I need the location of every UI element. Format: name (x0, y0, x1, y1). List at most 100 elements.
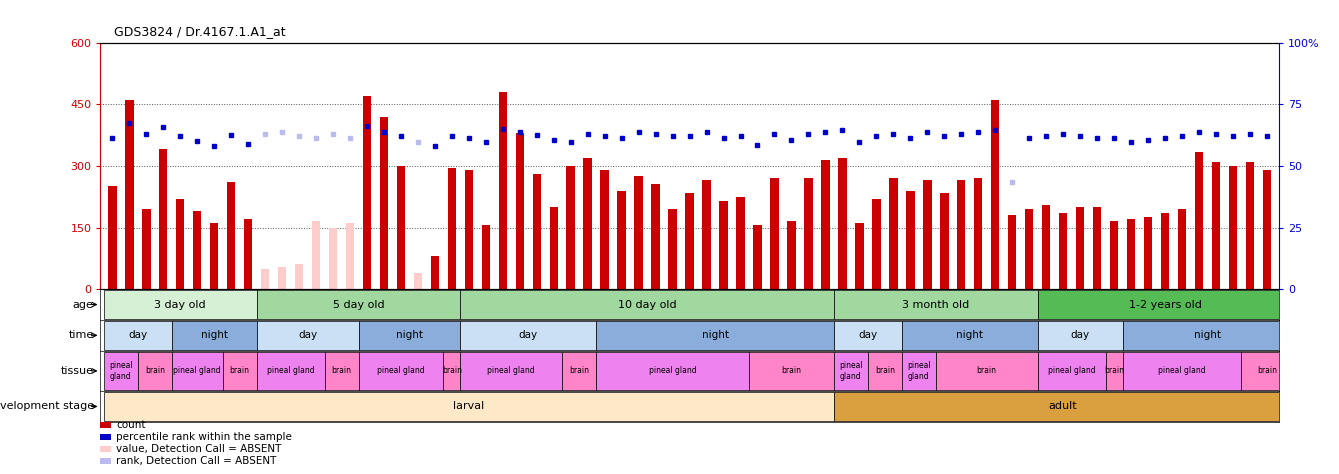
Bar (447, 168, 457, 289)
Bar (902, 320, 1038, 350)
Text: GDS3824 / Dr.4167.1.A1_at: GDS3824 / Dr.4167.1.A1_at (114, 25, 285, 38)
Bar (396, 166, 406, 289)
Text: adult: adult (1048, 401, 1078, 411)
Bar (104, 290, 257, 319)
Bar (210, 223, 218, 289)
Bar (736, 197, 744, 289)
Text: brain: brain (976, 366, 996, 375)
Bar (244, 219, 252, 289)
Text: day: day (1071, 330, 1090, 340)
Bar (821, 160, 830, 289)
Bar (482, 226, 490, 289)
Bar (431, 256, 439, 289)
Bar (138, 352, 171, 390)
Bar (668, 209, 676, 289)
Bar (465, 170, 473, 289)
Bar (1038, 352, 1106, 390)
Bar (175, 199, 185, 289)
Bar (838, 158, 846, 289)
Bar (359, 320, 461, 350)
Bar (108, 186, 116, 289)
Bar (651, 184, 660, 289)
Bar (923, 180, 932, 289)
Text: percentile rank within the sample: percentile rank within the sample (116, 432, 292, 442)
Bar (171, 352, 222, 390)
Bar (257, 320, 359, 350)
Bar (617, 191, 625, 289)
Text: night: night (1194, 330, 1221, 340)
Text: 1-2 years old: 1-2 years old (1129, 300, 1201, 310)
Bar (1194, 152, 1204, 289)
Bar (329, 228, 337, 289)
Bar (1093, 207, 1101, 289)
Bar (414, 273, 422, 289)
Bar (1245, 162, 1255, 289)
Text: brain: brain (230, 366, 249, 375)
Bar (125, 100, 134, 289)
Bar (770, 178, 779, 289)
Bar (498, 92, 507, 289)
Bar (1038, 320, 1122, 350)
Bar (907, 191, 915, 289)
Text: tissue: tissue (60, 366, 94, 376)
Bar (1042, 205, 1050, 289)
Bar (1280, 51, 1288, 289)
Text: pineal gland: pineal gland (378, 366, 424, 375)
Bar (889, 178, 897, 289)
Text: 3 month old: 3 month old (902, 300, 969, 310)
Bar (279, 266, 287, 289)
Text: brain: brain (145, 366, 165, 375)
Text: pineal gland: pineal gland (266, 366, 315, 375)
Bar (345, 223, 355, 289)
Bar (549, 207, 558, 289)
Bar (359, 352, 443, 390)
Bar (957, 180, 965, 289)
Bar (312, 221, 320, 289)
Text: pineal
gland: pineal gland (108, 361, 133, 381)
Text: brain: brain (332, 366, 352, 375)
Bar (936, 352, 1038, 390)
Bar (1024, 209, 1034, 289)
Bar (171, 320, 257, 350)
Text: day: day (858, 330, 877, 340)
Bar (257, 290, 461, 319)
Bar (516, 133, 524, 289)
Bar (1241, 352, 1292, 390)
Bar (834, 320, 902, 350)
Bar (1110, 221, 1118, 289)
Bar (226, 182, 236, 289)
Text: brain: brain (569, 366, 589, 375)
Bar (562, 352, 596, 390)
Bar (324, 352, 359, 390)
Bar (380, 117, 388, 289)
Text: age: age (72, 300, 94, 310)
Text: pineal gland: pineal gland (1158, 366, 1206, 375)
Bar (261, 269, 269, 289)
Text: brain: brain (1257, 366, 1277, 375)
Bar (596, 352, 749, 390)
Text: brain: brain (1105, 366, 1123, 375)
Text: brain: brain (874, 366, 894, 375)
Text: 10 day old: 10 day old (617, 300, 676, 310)
Bar (461, 352, 562, 390)
Bar (1038, 290, 1292, 319)
Bar (1229, 166, 1237, 289)
Text: pineal
gland: pineal gland (907, 361, 931, 381)
Text: brain: brain (782, 366, 802, 375)
Bar (1122, 352, 1241, 390)
Bar (222, 352, 257, 390)
Bar (1161, 213, 1169, 289)
Bar (461, 320, 596, 350)
Bar (872, 199, 881, 289)
Text: time: time (68, 330, 94, 340)
Bar (973, 178, 983, 289)
Text: pineal gland: pineal gland (487, 366, 536, 375)
Text: day: day (129, 330, 147, 340)
Bar (1059, 213, 1067, 289)
Bar (635, 176, 643, 289)
Bar (104, 392, 834, 421)
Text: night: night (956, 330, 983, 340)
Bar (443, 352, 461, 390)
Bar (749, 352, 834, 390)
Bar (193, 211, 201, 289)
